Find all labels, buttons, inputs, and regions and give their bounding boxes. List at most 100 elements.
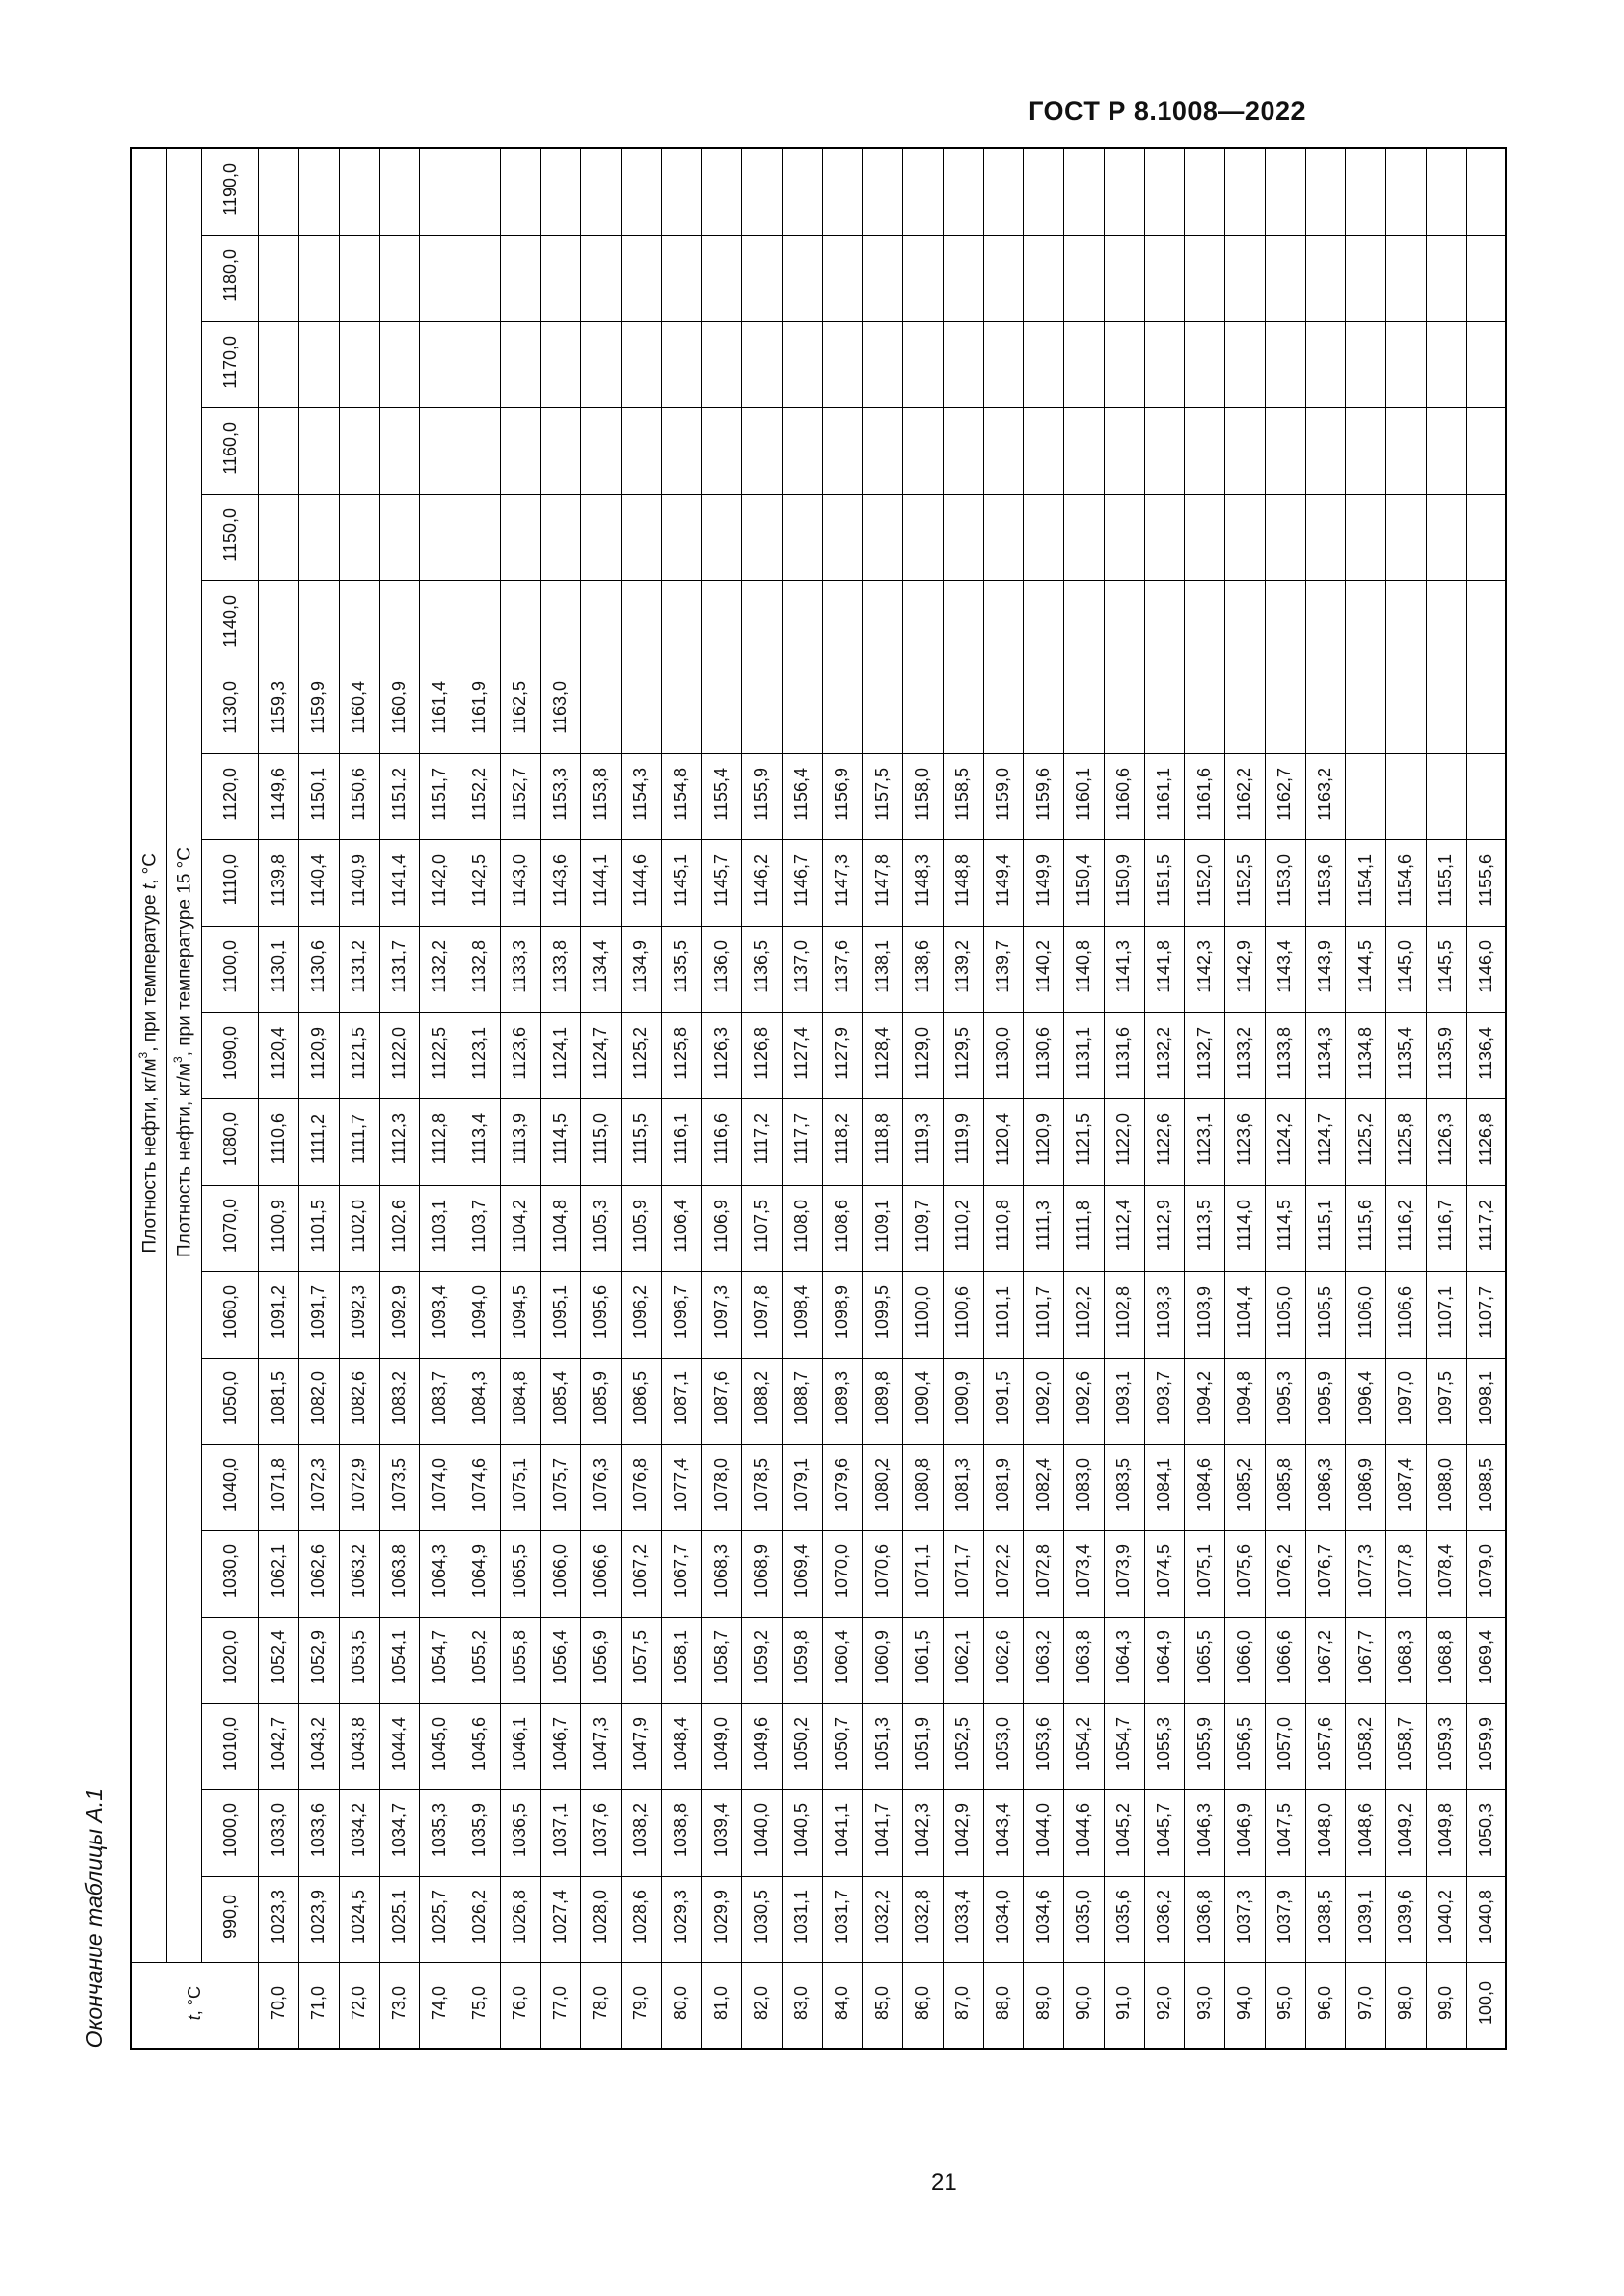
cell-text: 1067,7 [1355, 1629, 1376, 1685]
cell-text: 1070,6 [872, 1543, 893, 1599]
cell-text: 1097,5 [1435, 1370, 1456, 1426]
cell-text: 1066,6 [1274, 1629, 1295, 1685]
density-value-cell: 1067,7 [660, 1529, 702, 1618]
density-value-cell: 1029,9 [700, 1875, 742, 1963]
density-value-cell: 1096,4 [1344, 1357, 1386, 1445]
density-value-cell [1062, 320, 1105, 408]
cell-text: 1099,5 [872, 1284, 893, 1340]
density-value-cell: 1150,1 [298, 752, 340, 840]
density-value-cell: 1143,9 [1304, 925, 1346, 1013]
cell-text: 1104,8 [550, 1199, 570, 1253]
header-density-at-15-text: Плотность нефти, кг/м3, при температуре … [171, 847, 195, 1258]
density-value-cell [1022, 234, 1064, 322]
cell-text: 1112,3 [389, 1113, 409, 1165]
density-value-cell: 1108,0 [781, 1184, 823, 1272]
density-value-cell [579, 406, 622, 495]
cell-text: 1038,5 [1315, 1889, 1335, 1945]
density-value-cell [740, 666, 783, 754]
cell-text: 1100,9 [268, 1199, 289, 1253]
density-value-cell [1465, 666, 1507, 754]
cell-text: 1077,8 [1395, 1543, 1416, 1599]
density-value-cell: 1062,1 [257, 1529, 299, 1618]
density-value-cell: 1162,2 [1223, 752, 1266, 840]
density-value-cell [1223, 579, 1266, 667]
cell-text: 82,0 [751, 1985, 772, 2020]
density-value-cell [1465, 493, 1507, 581]
cell-text: 1151,7 [429, 767, 450, 821]
density-value-cell: 1098,1 [1465, 1357, 1507, 1445]
density-value-cell: 1122,0 [1103, 1097, 1145, 1186]
density-value-cell: 1035,6 [1103, 1875, 1145, 1963]
density-value-cell: 1116,6 [700, 1097, 742, 1186]
density-value-cell: 1028,6 [620, 1875, 662, 1963]
cell-text: 1035,0 [1073, 1889, 1094, 1945]
density-value-cell: 1086,5 [620, 1357, 662, 1445]
cell-text: 1067,7 [671, 1543, 691, 1599]
table-row: 1160,0 [131, 406, 1507, 495]
density-value-cell: 1126,8 [740, 1011, 783, 1099]
cell-text: 1159,9 [308, 680, 329, 734]
cell-text: 1089,8 [872, 1370, 893, 1426]
density-value-cell: 1031,7 [821, 1875, 863, 1963]
cell-text: 1059,8 [791, 1629, 812, 1685]
cell-text: 1046,9 [1234, 1802, 1255, 1858]
cell-text: 1148,8 [952, 853, 973, 907]
density-value-cell [942, 234, 984, 322]
cell-text: 1095,1 [550, 1284, 570, 1340]
cell-text: 1111,3 [1033, 1200, 1054, 1252]
density-value-cell [781, 234, 823, 322]
cell-text: 1069,4 [791, 1543, 812, 1599]
cell-text: 1093,1 [1113, 1370, 1134, 1426]
density-value-cell [861, 579, 903, 667]
density-value-cell [1223, 147, 1266, 236]
density-value-cell: 1149,6 [257, 752, 299, 840]
cell-text: 1030,0 [219, 1543, 240, 1599]
cell-text: 1036,8 [1194, 1889, 1215, 1945]
density-value-cell: 1051,9 [901, 1702, 944, 1790]
density-value-cell: 1151,5 [1143, 838, 1185, 927]
density-value-cell: 1057,6 [1304, 1702, 1346, 1790]
density-value-cell [1384, 234, 1427, 322]
density-value-cell: 1129,5 [942, 1011, 984, 1099]
density-value-cell: 1103,7 [459, 1184, 501, 1272]
density-value-cell: 1145,5 [1425, 925, 1467, 1013]
density-value-cell [1223, 666, 1266, 754]
density-value-cell: 1045,0 [418, 1702, 460, 1790]
density-value-cell: 1087,6 [700, 1357, 742, 1445]
density-value-cell: 1083,0 [1062, 1443, 1105, 1531]
header-density-at-15-cell: Плотность нефти, кг/м3, при температуре … [165, 147, 202, 1963]
density-value-cell: 1076,7 [1304, 1529, 1346, 1618]
cell-text: 1138,1 [872, 939, 893, 993]
density-table: Плотность нефти, кг/м3, при температуре … [130, 147, 1507, 2050]
density-value-cell: 1153,3 [539, 752, 581, 840]
density-value-cell: 1071,1 [901, 1529, 944, 1618]
density-value-cell: 1071,8 [257, 1443, 299, 1531]
density-value-cell [1022, 493, 1064, 581]
density-value-cell: 1042,7 [257, 1702, 299, 1790]
density-value-cell: 1065,5 [1183, 1616, 1225, 1704]
cell-text: 1122,6 [1154, 1112, 1174, 1166]
density-value-cell: 1029,3 [660, 1875, 702, 1963]
cell-text: 1152,2 [469, 767, 490, 821]
cell-text: 1083,5 [1113, 1457, 1134, 1513]
cell-text: 1133,8 [1274, 1026, 1295, 1080]
cell-text: 1163,0 [550, 680, 570, 734]
cell-text: 1058,2 [1355, 1716, 1376, 1772]
density-value-cell: 1037,1 [539, 1789, 581, 1877]
cell-text: 1155,4 [711, 767, 731, 821]
density-value-cell: 1033,6 [298, 1789, 340, 1877]
density-value-cell [1143, 406, 1185, 495]
density-value-cell [861, 666, 903, 754]
cell-text: 1118,8 [872, 1113, 893, 1165]
density-value-cell: 1132,2 [1143, 1011, 1185, 1099]
cell-text: 1073,5 [389, 1457, 409, 1513]
density-value-cell [1304, 666, 1346, 754]
density-value-cell: 1151,7 [418, 752, 460, 840]
cell-text: 1088,7 [791, 1370, 812, 1426]
density-value-cell: 1043,8 [338, 1702, 380, 1790]
density-value-cell: 1141,3 [1103, 925, 1145, 1013]
density-value-cell [942, 147, 984, 236]
density-value-cell: 1035,0 [1062, 1875, 1105, 1963]
cell-text: 1101,1 [993, 1285, 1013, 1339]
density-value-cell: 1144,1 [579, 838, 622, 927]
